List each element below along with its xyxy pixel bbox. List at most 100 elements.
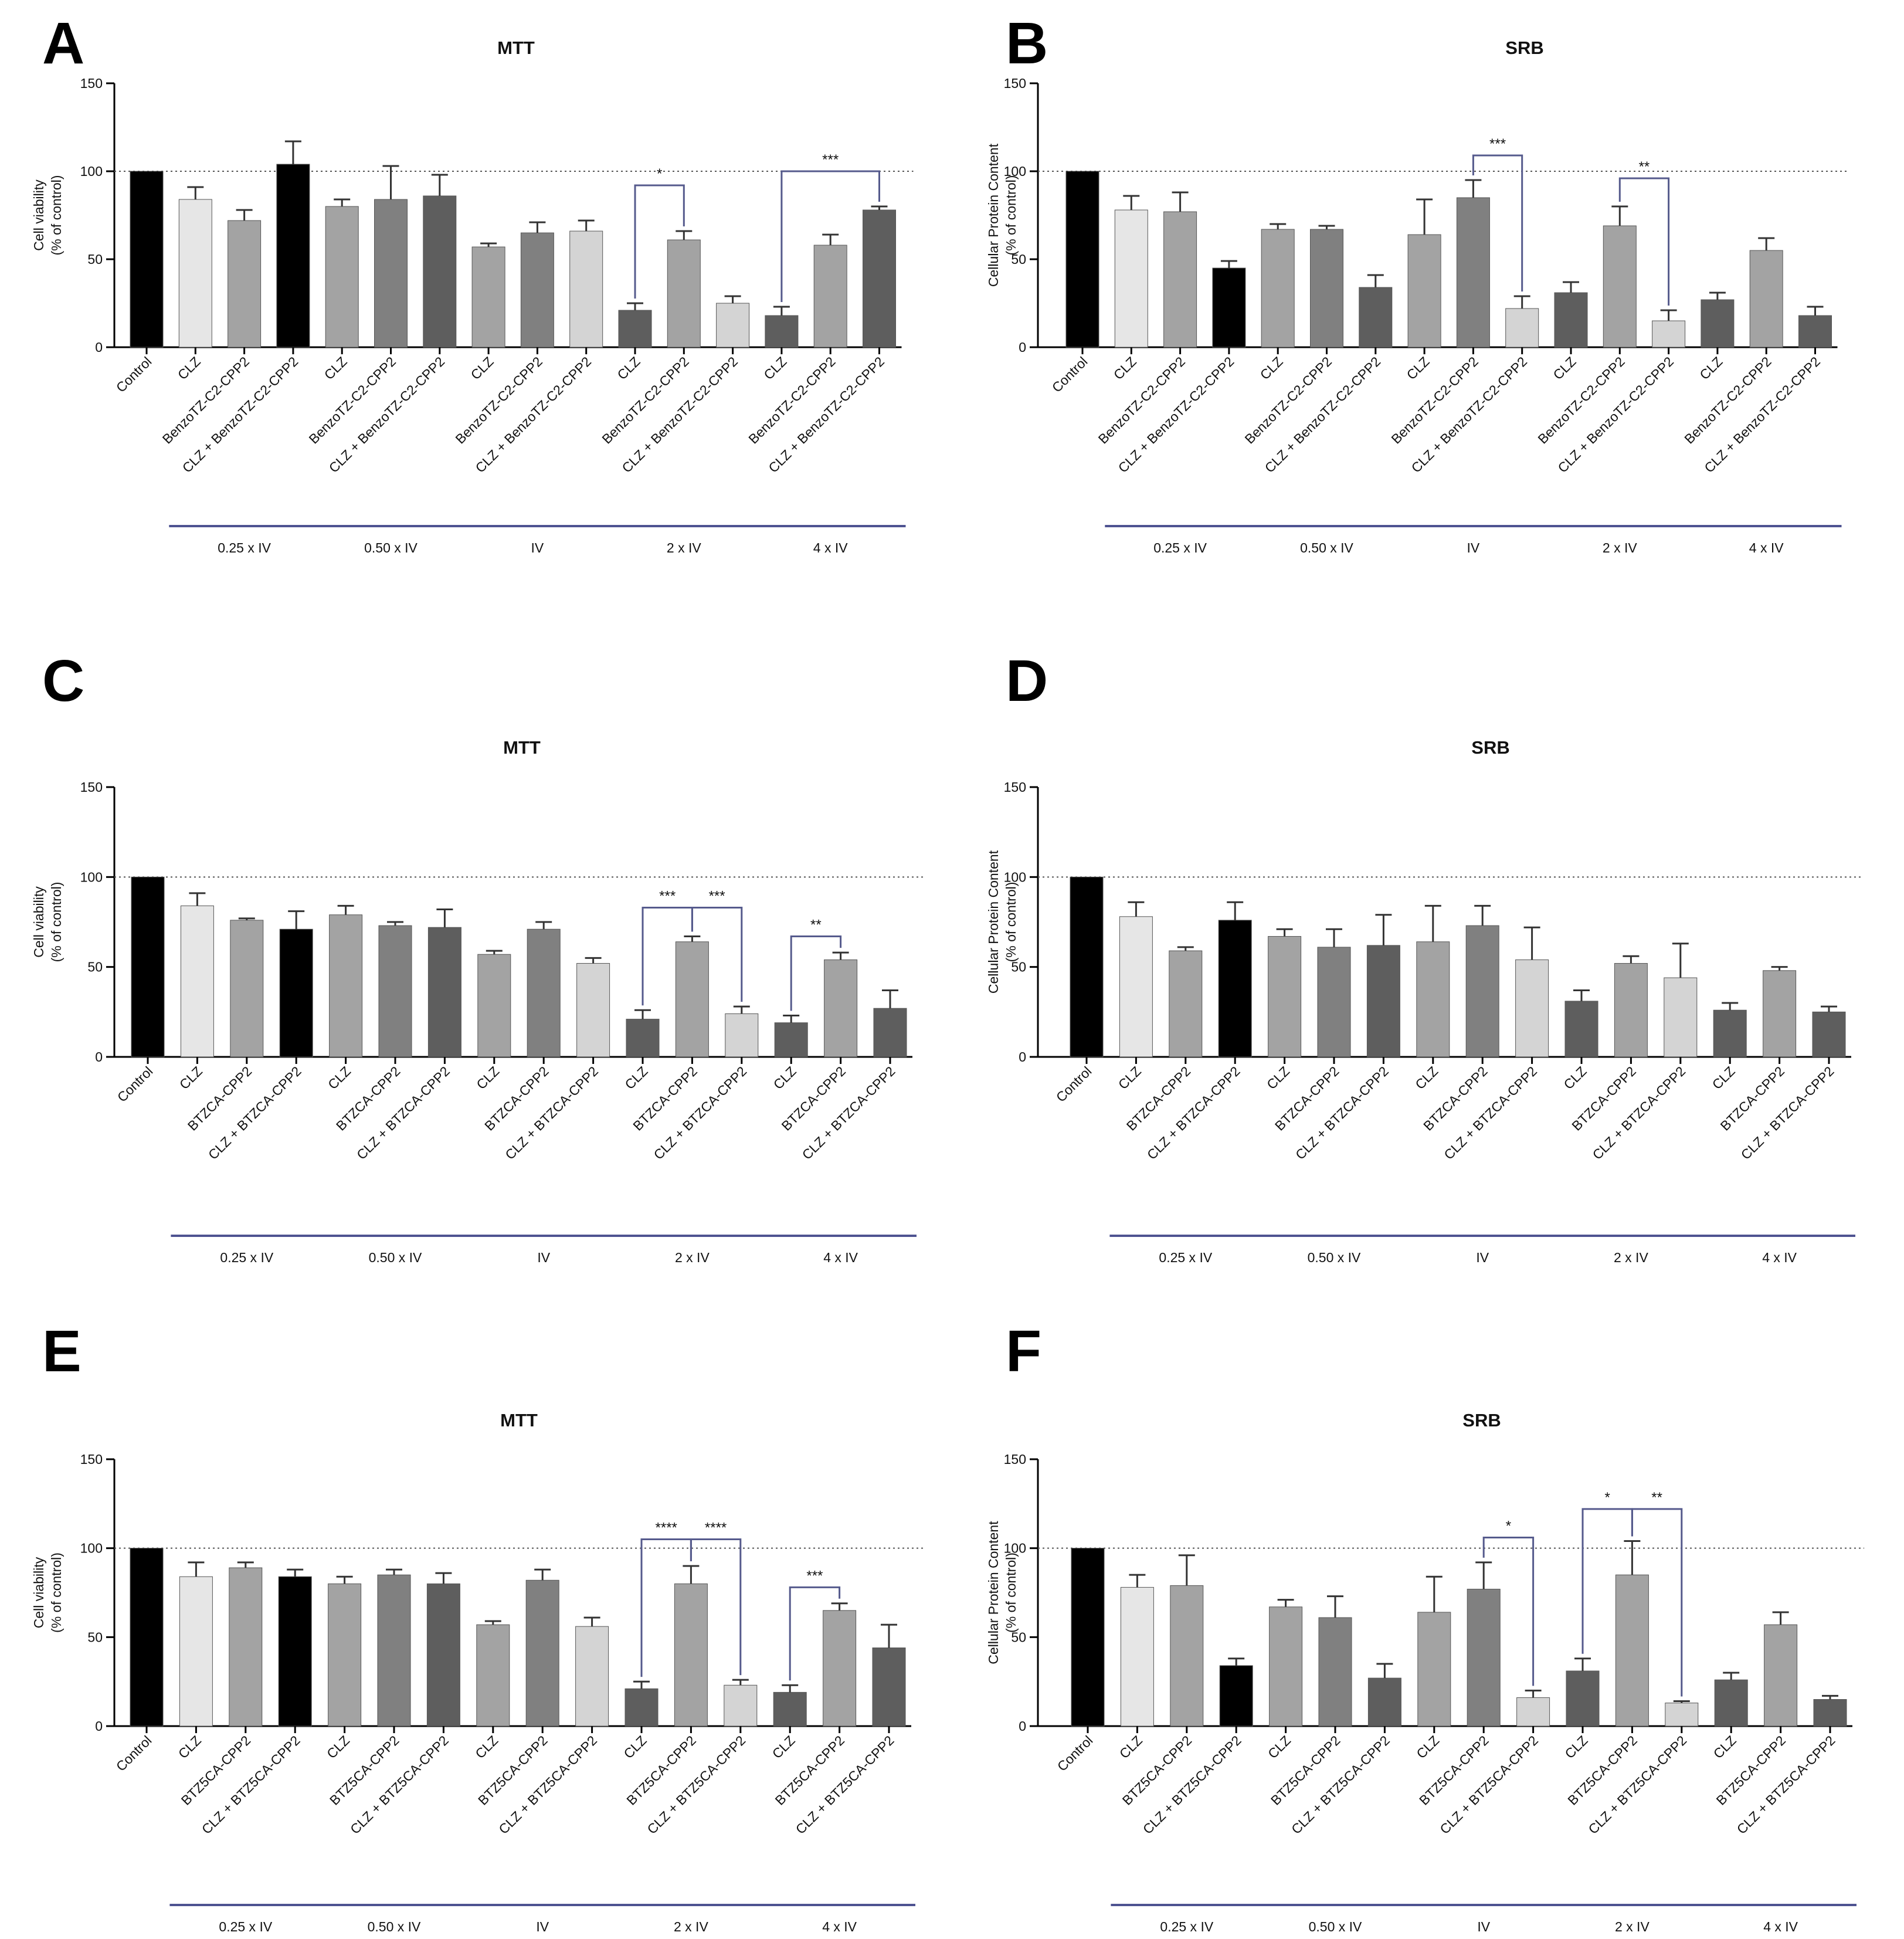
y-tick-label: 150 [1004, 76, 1026, 91]
chart-title: MTT [497, 38, 535, 58]
group-label: IV [531, 540, 544, 555]
x-tick-label: BenzoTZ-C2-CPP2 [599, 354, 691, 446]
y-axis-label: Cellular Protein Content (% of control) [986, 143, 1019, 287]
group-label: 0.50 x IV [364, 540, 418, 555]
bar [329, 914, 363, 1057]
bar [1614, 963, 1648, 1057]
y-tick-label: 0 [1019, 1049, 1026, 1065]
bar [423, 195, 457, 348]
x-tick-label: BenzoTZ-C2-CPP2 [452, 354, 545, 446]
group-label: IV [536, 1919, 549, 1934]
y-axis-label: Cellular Protein Content (% of control) [986, 850, 1019, 994]
significance-label: **** [705, 1520, 727, 1536]
panel-letter: A [42, 11, 84, 76]
bar [1417, 1612, 1451, 1727]
y-tick-label: 0 [95, 1049, 103, 1065]
significance-label: *** [659, 888, 676, 904]
x-tick-label: CLZ [1264, 1063, 1292, 1092]
x-tick-label: CLZ + BTZCA-CPP2 [502, 1063, 601, 1162]
y-axis-label: Cellular Protein Content (% of control) [986, 1521, 1019, 1665]
y-tick-label: 100 [1004, 1541, 1026, 1556]
x-tick-label: CLZ + BTZ5CA-CPP2 [1288, 1733, 1393, 1837]
significance-label: *** [709, 888, 725, 904]
x-tick-label: CLZ + BTZCA-CPP2 [1589, 1063, 1688, 1162]
significance-bracket [1631, 1508, 1683, 1697]
x-tick-label: CLZ [622, 1063, 650, 1092]
significance-bracket [690, 1538, 742, 1676]
x-tick-label: CLZ [1709, 1063, 1738, 1092]
x-tick-label: CLZ [620, 1733, 649, 1761]
group-label: 0.25 x IV [1160, 1919, 1213, 1934]
y-axis-label-line: Cellular Protein Content [986, 850, 1001, 994]
bar [179, 1576, 213, 1727]
bar [130, 171, 164, 348]
group-label: 4 x IV [1763, 1919, 1798, 1934]
x-tick-label: CLZ [761, 354, 789, 382]
bar [675, 941, 709, 1057]
x-tick-label: CLZ [1412, 1063, 1441, 1092]
bar [427, 927, 461, 1057]
bar [1798, 315, 1832, 348]
y-axis-label: Cell viability (% of control) [31, 175, 64, 256]
x-tick-label: CLZ + BTZ5CA-CPP2 [495, 1733, 600, 1837]
bar [1268, 936, 1302, 1057]
bar [1713, 1009, 1747, 1057]
x-tick-label: CLZ [325, 1063, 354, 1092]
bar [1269, 1606, 1303, 1727]
bar [824, 959, 858, 1057]
y-axis-label: Cell viability (% of control) [31, 1552, 64, 1633]
group-label: 4 x IV [1762, 1250, 1797, 1265]
y-axis-label-line: Cellular Protein Content [986, 143, 1001, 287]
group-label: 4 x IV [822, 1919, 857, 1934]
x-tick-label: CLZ + BTZCA-CPP2 [1144, 1063, 1243, 1162]
bar [773, 1691, 807, 1727]
chart-title: MTT [500, 1410, 538, 1430]
bar [378, 925, 412, 1057]
panel-letter: E [42, 1318, 82, 1384]
x-tick-label: Control [113, 354, 155, 395]
significance-label: *** [1489, 136, 1506, 152]
x-tick-label: BenzoTZ-C2-CPP2 [306, 354, 399, 446]
bar [520, 232, 554, 348]
bar [1664, 977, 1698, 1057]
x-tick-label: Control [1049, 354, 1091, 395]
significance-label: ** [1639, 159, 1650, 175]
x-tick-label: BenzoTZ-C2-CPP2 [1681, 354, 1774, 446]
group-label: 0.25 x IV [218, 540, 271, 555]
bar [178, 199, 212, 348]
y-axis-label-line: Cellular Protein Content [986, 1521, 1001, 1665]
x-tick-label: Control [1054, 1733, 1096, 1774]
bar [765, 315, 799, 348]
significance-bracket [1472, 154, 1523, 291]
group-label: IV [1467, 540, 1480, 555]
bar [863, 209, 896, 348]
bar [1603, 225, 1637, 348]
x-tick-label: CLZ [468, 354, 497, 382]
bar [1070, 876, 1104, 1057]
group-label: 0.50 x IV [368, 1919, 421, 1934]
bar [1505, 308, 1539, 348]
panel-letter: D [1006, 648, 1048, 714]
x-tick-label: CLZ + BTZCA-CPP2 [1738, 1063, 1837, 1162]
y-tick-label: 150 [1004, 1452, 1026, 1467]
bar [1701, 299, 1735, 348]
bar [724, 1684, 758, 1727]
bar [1516, 1697, 1550, 1727]
x-tick-label: CLZ + BTZ5CA-CPP2 [1437, 1733, 1541, 1837]
panel-letter: F [1006, 1318, 1041, 1384]
panel-letter: C [42, 648, 84, 714]
x-tick-label: CLZ + BTZ5CA-CPP2 [1734, 1733, 1838, 1837]
group-label: IV [537, 1250, 550, 1265]
x-tick-label: CLZ [614, 354, 643, 382]
x-tick-label: CLZ [1696, 354, 1725, 382]
chart-title: MTT [503, 737, 541, 758]
bar [1170, 1585, 1204, 1727]
y-tick-label: 0 [95, 1718, 103, 1734]
bar [1310, 229, 1343, 348]
x-tick-label: CLZ [1404, 354, 1433, 382]
significance-bracket [789, 1586, 841, 1681]
x-tick-label: CLZ + BTZ5CA-CPP2 [644, 1733, 748, 1837]
x-tick-label: CLZ [1413, 1733, 1442, 1761]
panel-c: C MTT Cell viability (% of control) 0 50 100 15… [31, 648, 924, 1265]
bar [279, 928, 313, 1057]
